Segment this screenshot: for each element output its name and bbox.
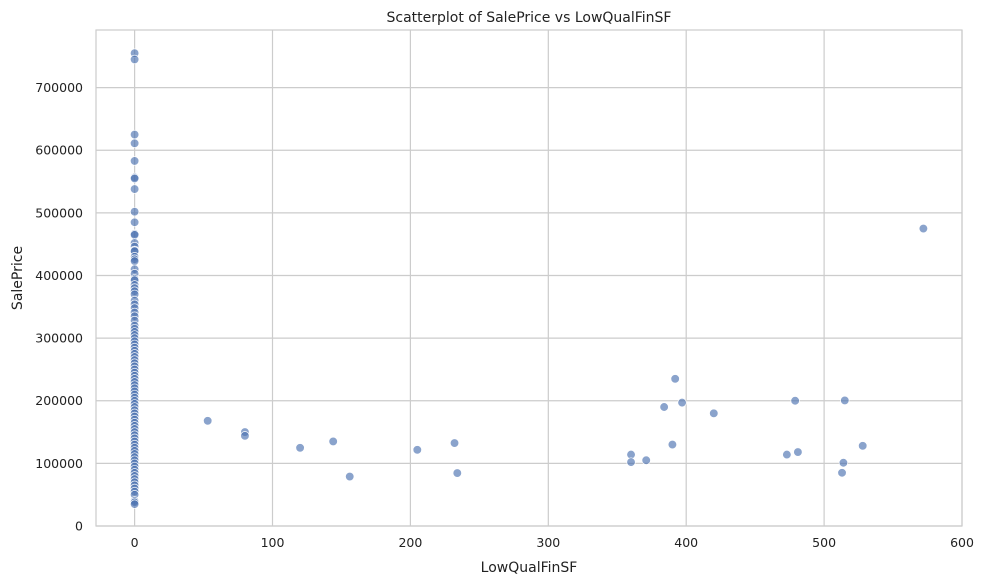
data-point [203,416,213,426]
data-point [667,439,678,450]
data-point [837,468,847,478]
data-point [295,443,305,453]
data-point [452,468,462,478]
data-point [838,458,849,468]
grid [96,30,963,527]
y-tick-label: 100000 [35,456,83,471]
tick-labels: 0 100 200 300 400 500 600 0 100000 200000 300000 40… [35,80,974,550]
data-point [782,449,792,460]
data-point [129,138,140,149]
y-axis-label: SalePrice [10,246,26,310]
x-tick-label: 600 [950,535,974,550]
x-axis-label: LowQualFinSF [481,560,578,576]
x-tick-label: 400 [674,535,698,550]
data-point [129,129,140,140]
y-tick-label: 600000 [35,143,83,158]
data-point [129,230,140,240]
plot-frame [95,29,963,527]
data-point [129,256,140,266]
data-points [129,48,929,509]
data-point [240,431,250,441]
y-tick-label: 200000 [35,393,83,408]
data-point [129,173,140,184]
data-point [677,397,687,408]
data-point [328,436,338,447]
data-point [129,217,140,227]
y-tick-label: 300000 [35,331,83,346]
y-tick-label: 700000 [35,80,83,95]
data-point [129,499,140,509]
x-tick-label: 100 [261,535,285,550]
y-tick-label: 500000 [35,205,83,220]
data-point [129,207,140,217]
data-point [641,455,651,465]
data-point [659,402,669,412]
data-point [345,471,355,482]
data-point [858,441,868,451]
data-point [790,396,800,406]
data-point [129,156,140,166]
x-tick-label: 500 [812,535,836,550]
y-tick-label: 0 [75,519,83,534]
x-tick-label: 200 [398,535,422,550]
data-point [840,395,850,406]
x-tick-label: 300 [536,535,560,550]
data-point [709,408,719,418]
data-point [129,54,140,65]
chart-title: Scatterplot of SalePrice vs LowQualFinSF [386,10,671,26]
x-tick-label: 0 [131,535,139,550]
data-point [449,438,460,448]
data-point [129,184,140,194]
data-point [626,457,636,467]
data-point [670,374,680,384]
data-point [793,447,803,457]
data-point [412,445,422,455]
data-point [918,223,929,234]
y-tick-label: 400000 [35,268,83,283]
